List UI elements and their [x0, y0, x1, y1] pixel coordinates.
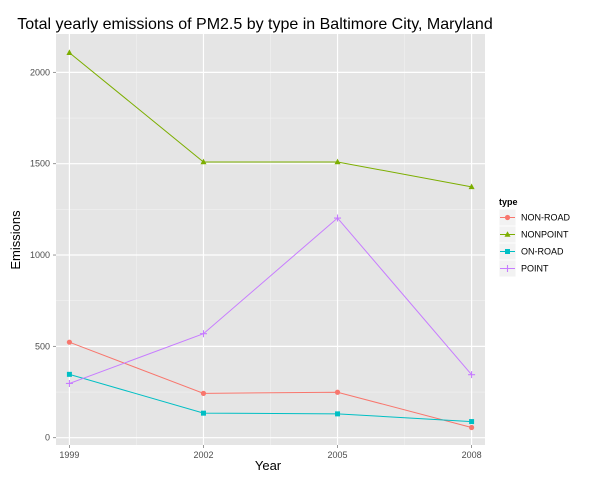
series-line-on-road: [69, 373, 472, 423]
x-tick-label: 2008: [462, 450, 482, 460]
legend-label: NON-ROAD: [521, 213, 570, 223]
y-axis-title: Emissions: [8, 210, 23, 270]
y-tick-label: 0: [45, 433, 50, 443]
data-point-on-road: [335, 411, 341, 417]
legend-item-non-road: NON-ROAD: [498, 208, 570, 227]
series-line-point: [69, 217, 472, 384]
legend-label: POINT: [521, 264, 549, 274]
data-point-nonpoint: [468, 183, 475, 190]
series-point: [65, 214, 476, 387]
legend-key-marker: [504, 214, 511, 221]
legend-title: type: [499, 197, 518, 207]
series-on-road: [66, 371, 475, 425]
legend-key-marker: [505, 249, 510, 254]
data-point-on-road: [469, 419, 475, 425]
legend-item-point: POINT: [498, 259, 549, 278]
x-tick-label: 2002: [193, 450, 213, 460]
legend-key-marker: [504, 231, 511, 237]
series-line-nonpoint: [69, 52, 472, 188]
x-axis-title: Year: [255, 458, 282, 473]
y-tick-label: 1500: [30, 159, 50, 169]
legend-item-on-road: ON-ROAD: [498, 242, 564, 261]
series-non-road: [66, 339, 475, 431]
legend-items: NON-ROAD NONPOINT ON-ROAD POINT: [498, 208, 570, 278]
series-line-non-road: [69, 341, 472, 428]
data-point-on-road: [200, 410, 206, 416]
legend-label: NONPOINT: [521, 230, 569, 240]
data-point-non-road: [66, 339, 73, 345]
data-point-point: [334, 214, 342, 222]
chart-title: Total yearly emissions of PM2.5 by type …: [17, 16, 492, 33]
x-tick-label: 2005: [328, 450, 348, 460]
data-point-on-road: [66, 371, 72, 377]
y-tick-label: 500: [35, 341, 50, 351]
series-layer: [65, 49, 476, 431]
legend-key-marker: [504, 265, 511, 272]
data-point-nonpoint: [334, 158, 341, 165]
data-point-point: [65, 379, 73, 387]
y-tick-label: 1000: [30, 250, 50, 260]
data-point-nonpoint: [200, 158, 207, 165]
series-nonpoint: [66, 49, 475, 190]
y-tick-labels: 0 500 1000 1500 2000: [30, 67, 56, 443]
y-tick-label: 2000: [30, 67, 50, 77]
data-point-point: [199, 330, 207, 338]
data-point-nonpoint: [66, 49, 73, 56]
data-point-point: [468, 371, 476, 379]
data-point-non-road: [334, 389, 341, 395]
data-point-non-road: [200, 390, 207, 396]
x-tick-label: 1999: [59, 450, 79, 460]
legend: type NON-ROAD NONPOINT ON-ROAD POINT: [498, 197, 570, 278]
data-point-non-road: [468, 424, 475, 431]
grid: [56, 34, 485, 445]
x-tick-labels: 1999 2002 2005 2008: [59, 445, 482, 460]
legend-label: ON-ROAD: [521, 247, 564, 257]
legend-item-nonpoint: NONPOINT: [498, 225, 569, 244]
